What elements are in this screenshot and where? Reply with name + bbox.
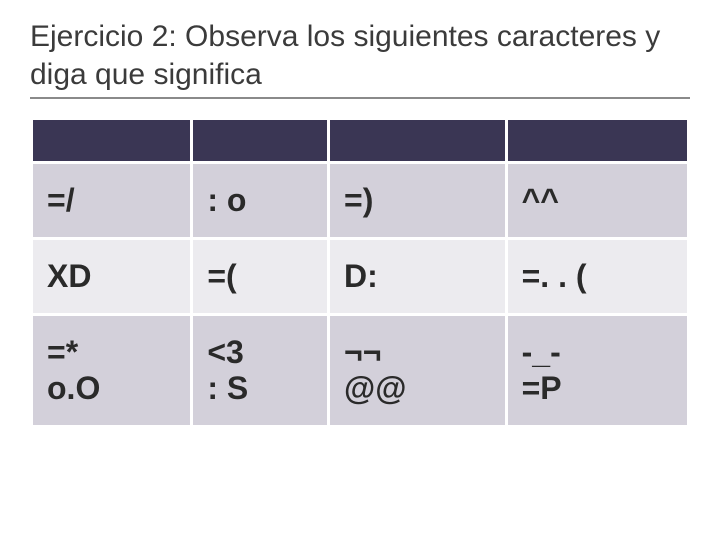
table-cell: =. . ( bbox=[506, 238, 688, 314]
table-header-cell bbox=[32, 119, 192, 163]
table-cell: <3 : S bbox=[192, 314, 329, 427]
cell-line: =P bbox=[522, 370, 562, 406]
table-header-cell bbox=[329, 119, 507, 163]
table-row: =* o.O <3 : S ¬¬ @@ -_- =P bbox=[32, 314, 689, 427]
table-cell: =) bbox=[329, 163, 507, 239]
table-cell: : o bbox=[192, 163, 329, 239]
table-cell: =/ bbox=[32, 163, 192, 239]
cell-line: : S bbox=[207, 370, 248, 406]
table-header-row bbox=[32, 119, 689, 163]
page-title: Ejercicio 2: Observa los siguientes cara… bbox=[30, 18, 690, 99]
table-row: XD =( D: =. . ( bbox=[32, 238, 689, 314]
cell-line: =* bbox=[47, 334, 78, 370]
table-cell: =( bbox=[192, 238, 329, 314]
cell-line: <3 bbox=[207, 334, 243, 370]
table-cell: D: bbox=[329, 238, 507, 314]
cell-line: ¬¬ bbox=[344, 334, 381, 370]
table-header-cell bbox=[192, 119, 329, 163]
cell-line: @@ bbox=[344, 370, 406, 406]
table-cell: =* o.O bbox=[32, 314, 192, 427]
table-cell: ¬¬ @@ bbox=[329, 314, 507, 427]
table-header-cell bbox=[506, 119, 688, 163]
table-cell: ^^ bbox=[506, 163, 688, 239]
cell-line: o.O bbox=[47, 370, 100, 406]
cell-line: -_- bbox=[522, 334, 561, 370]
table-cell: XD bbox=[32, 238, 192, 314]
emoticon-table: =/ : o =) ^^ XD =( D: =. . ( =* o.O <3 :… bbox=[30, 117, 690, 428]
table-cell: -_- =P bbox=[506, 314, 688, 427]
table-row: =/ : o =) ^^ bbox=[32, 163, 689, 239]
